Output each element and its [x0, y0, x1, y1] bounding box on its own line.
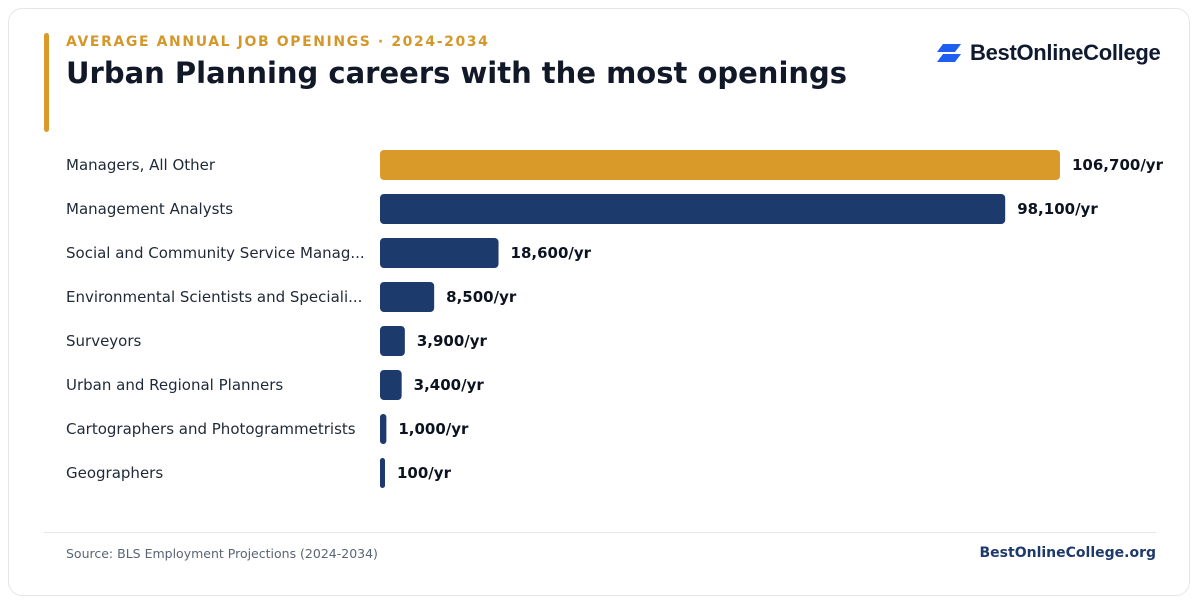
brand-logo[interactable]: BestOnlineCollege — [936, 40, 1161, 66]
bestonlinecollege-logo-icon — [937, 44, 961, 62]
bar[interactable] — [380, 458, 385, 488]
bar[interactable] — [380, 194, 1006, 224]
chart-title: Urban Planning careers with the most ope… — [66, 56, 848, 90]
site-link[interactable]: BestOnlineCollege.org — [979, 545, 1156, 561]
value-label: 98,100/yr — [1017, 200, 1098, 218]
bar[interactable] — [380, 414, 387, 444]
bar[interactable] — [380, 282, 435, 312]
category-label: Social and Community Service Manag... — [66, 244, 365, 262]
value-label: 3,400/yr — [414, 376, 485, 394]
value-label: 1,000/yr — [398, 420, 469, 438]
value-label: 100/yr — [397, 464, 452, 482]
value-label: 106,700/yr — [1072, 156, 1164, 174]
category-label: Geographers — [66, 464, 163, 482]
value-label: 8,500/yr — [446, 288, 517, 306]
bar[interactable] — [380, 326, 405, 356]
category-label: Management Analysts — [66, 200, 233, 218]
bar[interactable] — [380, 150, 1060, 180]
bar[interactable] — [380, 238, 499, 268]
category-label: Cartographers and Photogrammetrists — [66, 420, 356, 438]
category-label: Managers, All Other — [66, 156, 216, 174]
category-label: Urban and Regional Planners — [66, 376, 283, 394]
chart-card — [8, 8, 1190, 596]
footer-divider — [44, 532, 1156, 533]
category-label: Environmental Scientists and Speciali... — [66, 288, 362, 306]
value-label: 3,900/yr — [417, 332, 488, 350]
title-accent-bar — [44, 33, 49, 132]
bar[interactable] — [380, 370, 402, 400]
category-label: Surveyors — [66, 332, 142, 350]
value-label: 18,600/yr — [511, 244, 592, 262]
chart-kicker: AVERAGE ANNUAL JOB OPENINGS · 2024-2034 — [66, 34, 490, 50]
logo-wordmark: BestOnlineCollege — [970, 40, 1161, 65]
source-note: Source: BLS Employment Projections (2024… — [66, 546, 378, 561]
